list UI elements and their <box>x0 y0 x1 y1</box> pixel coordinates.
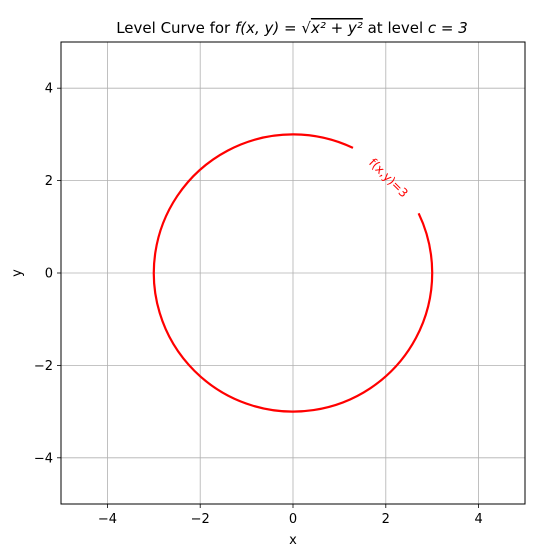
title-middle: at level <box>363 19 428 37</box>
x-tick-label: −4 <box>98 512 117 527</box>
chart-title: Level Curve for f(x, y) = √x² + y² at le… <box>116 19 468 37</box>
x-tick-label: 2 <box>382 512 390 527</box>
y-tick-label: −4 <box>34 451 53 466</box>
title-function: f(x, y) = <box>235 19 301 37</box>
level-curve-circle <box>152 133 434 413</box>
x-tick-label: 4 <box>474 512 482 527</box>
y-tick-label: 4 <box>45 82 53 97</box>
x-tick-label: 0 <box>289 512 297 527</box>
x-tick-label: −2 <box>191 512 210 527</box>
grid-lines <box>61 42 525 504</box>
y-tick-label: −2 <box>34 359 53 374</box>
title-sqrt-sign: √ <box>301 19 311 37</box>
x-axis-label: x <box>289 533 297 548</box>
contour-inline-label: f(x,y)=3 <box>366 156 411 201</box>
title-radicand: x² + y² <box>310 19 363 37</box>
title-prefix: Level Curve for <box>116 19 235 37</box>
axis-ticks: −4 −2 0 2 4 −4 −2 0 2 4 <box>34 82 483 527</box>
y-axis-label: y <box>10 269 25 277</box>
y-tick-label: 2 <box>45 174 53 189</box>
y-tick-label: 0 <box>45 267 53 282</box>
title-level: c = 3 <box>428 19 468 37</box>
